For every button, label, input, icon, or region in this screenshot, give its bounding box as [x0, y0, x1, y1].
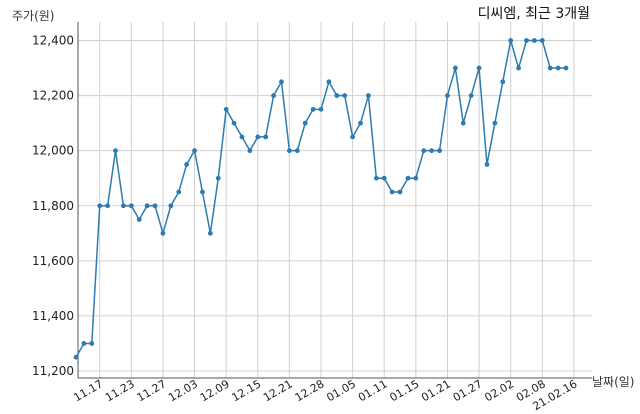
- data-point: [429, 148, 435, 154]
- data-point: [271, 93, 276, 98]
- y-tick-label: 12,200: [32, 89, 74, 103]
- data-point: [421, 148, 427, 154]
- x-tick-labels: 11.1711.2311.2712.0312.0912.1512.2112.28…: [71, 377, 579, 413]
- data-point: [144, 203, 150, 209]
- data-point: [97, 203, 103, 209]
- chart-title: 디씨엠, 최근 3개월: [478, 6, 590, 22]
- data-point: [294, 148, 300, 154]
- data-point: [286, 148, 292, 154]
- data-point: [405, 175, 411, 181]
- x-tick-label: 11.17: [71, 377, 105, 404]
- y-tick-label: 12,400: [32, 34, 74, 48]
- data-point: [128, 203, 134, 209]
- data-point: [223, 106, 229, 112]
- data-point: [358, 120, 363, 126]
- data-point: [342, 93, 348, 98]
- data-point: [302, 120, 308, 126]
- data-point: [452, 65, 458, 71]
- x-tick-label: 12.09: [198, 377, 232, 404]
- x-tick-label: 12.15: [229, 377, 263, 404]
- price-series: [73, 38, 569, 360]
- y-tick-label: 12,000: [32, 144, 74, 158]
- data-point: [389, 189, 395, 195]
- data-point: [547, 65, 553, 71]
- data-point: [484, 162, 490, 167]
- x-tick-label: 01.15: [388, 377, 422, 404]
- data-point: [207, 230, 213, 236]
- data-point: [176, 189, 182, 195]
- data-point: [255, 134, 261, 140]
- data-point: [279, 79, 284, 85]
- data-point: [373, 175, 379, 181]
- data-point: [437, 148, 442, 154]
- data-point: [555, 65, 561, 71]
- data-point: [516, 65, 521, 71]
- data-point: [192, 148, 197, 154]
- x-tick-label: 01.27: [451, 377, 485, 404]
- data-point: [445, 93, 450, 98]
- data-point: [524, 38, 529, 43]
- x-tick-label: 12.03: [166, 377, 200, 404]
- data-point: [160, 230, 166, 236]
- x-tick-label: 11.27: [135, 377, 169, 404]
- x-tick-label: 02.02: [482, 377, 516, 404]
- data-point: [105, 203, 111, 209]
- data-point: [239, 134, 245, 140]
- data-point: [73, 354, 79, 360]
- data-point: [168, 203, 174, 209]
- data-point: [81, 341, 87, 346]
- data-point: [539, 38, 545, 43]
- data-point: [318, 106, 324, 112]
- data-point: [500, 79, 506, 85]
- x-tick-label: 01.11: [356, 377, 390, 404]
- y-tick-labels: 11,200 11,400 11,600 11,800 12,000 12,200 12,4…: [32, 34, 74, 379]
- axes: [77, 22, 592, 379]
- data-point: [200, 189, 205, 195]
- data-point: [413, 175, 419, 181]
- y-tick-label: 11,800: [32, 199, 74, 213]
- x-tick-label: 12.21: [261, 377, 295, 404]
- data-point: [310, 106, 316, 112]
- x-tick-label: 12.28: [293, 377, 327, 404]
- data-point: [247, 148, 253, 154]
- data-point: [334, 93, 340, 98]
- x-axis-label: 날짜(일): [592, 375, 634, 389]
- data-point: [460, 120, 466, 126]
- x-tick-label: 11.23: [103, 377, 137, 404]
- data-point: [508, 38, 514, 43]
- data-point: [366, 93, 371, 98]
- x-gridlines: [99, 22, 575, 378]
- data-point: [476, 65, 482, 71]
- y-tick-label: 11,600: [32, 254, 74, 268]
- data-point: [89, 341, 95, 346]
- data-point: [531, 38, 537, 43]
- x-tick-label: 01.21: [419, 377, 453, 404]
- data-point: [381, 175, 387, 181]
- data-point: [136, 217, 142, 222]
- data-point: [215, 175, 221, 181]
- data-point: [350, 134, 356, 140]
- data-point: [263, 134, 269, 140]
- y-tick-label: 11,200: [32, 364, 74, 378]
- data-point: [326, 79, 332, 85]
- data-point: [231, 120, 237, 126]
- data-point: [113, 148, 118, 154]
- data-point: [121, 203, 126, 209]
- data-point: [184, 162, 190, 167]
- data-point: [492, 120, 498, 126]
- data-point: [468, 93, 474, 98]
- y-tick-label: 11,400: [32, 309, 74, 323]
- data-point: [563, 65, 569, 71]
- y-axis-label: 주가(원): [12, 9, 54, 23]
- data-point: [152, 203, 158, 209]
- data-point: [397, 189, 403, 195]
- x-tick-label: 01.05: [324, 377, 358, 404]
